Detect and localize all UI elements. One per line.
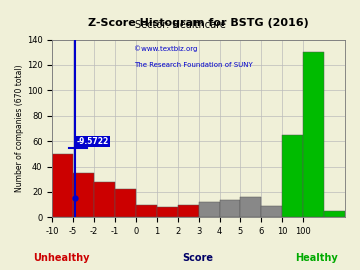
Text: Score: Score	[183, 252, 213, 262]
Text: Sector: Healthcare: Sector: Healthcare	[135, 20, 225, 30]
Bar	[199, 202, 220, 217]
Bar	[261, 206, 282, 217]
Bar	[94, 182, 115, 217]
Y-axis label: Number of companies (670 total): Number of companies (670 total)	[15, 65, 24, 192]
Bar	[282, 135, 303, 217]
Text: ©www.textbiz.org: ©www.textbiz.org	[134, 45, 198, 52]
Bar	[220, 200, 240, 217]
Bar	[52, 154, 73, 217]
Text: Unhealthy: Unhealthy	[33, 252, 89, 262]
Bar	[303, 52, 324, 217]
Bar	[324, 211, 345, 217]
Title: Z-Score Histogram for BSTG (2016): Z-Score Histogram for BSTG (2016)	[88, 18, 309, 28]
Bar	[157, 207, 178, 217]
Bar	[178, 205, 199, 217]
Bar	[240, 197, 261, 217]
Text: -9.5722: -9.5722	[76, 137, 109, 146]
Text: Healthy: Healthy	[296, 252, 338, 262]
Text: The Research Foundation of SUNY: The Research Foundation of SUNY	[134, 62, 253, 68]
Bar	[73, 173, 94, 217]
Bar	[115, 190, 136, 217]
Bar	[136, 205, 157, 217]
